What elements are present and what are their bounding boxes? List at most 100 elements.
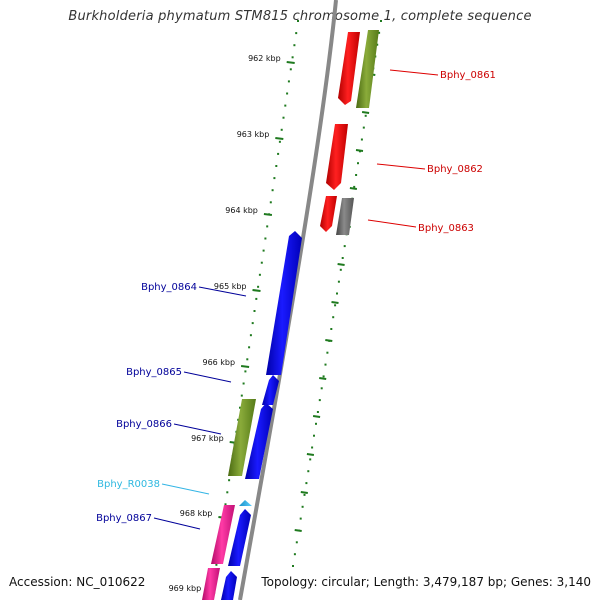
kbp-tick-label: 969 kbp <box>169 584 202 593</box>
gene-pink-lower[interactable] <box>202 568 220 600</box>
gene-label-bphy-0861[interactable]: Bphy_0861 <box>440 70 496 81</box>
guide-dot <box>255 297 258 300</box>
guide-dot <box>286 92 289 95</box>
guide-dot <box>343 245 346 248</box>
guide-dot <box>376 43 379 46</box>
guide-dot <box>297 20 299 22</box>
outer-tick-mark <box>294 529 302 532</box>
genome-summary-text: Topology: circular; Length: 3,479,187 bp… <box>261 575 591 589</box>
guide-dot <box>295 32 298 35</box>
guide-dot <box>311 446 314 449</box>
guide-dot <box>228 479 231 482</box>
guide-dot <box>240 394 243 397</box>
guide-dot <box>251 322 254 325</box>
guide-dot <box>307 470 310 473</box>
guide-dot <box>271 189 274 192</box>
gene-bphy-0867[interactable] <box>211 505 235 564</box>
gene-label-bphy-0865[interactable]: Bphy_0865 <box>126 367 182 378</box>
guide-dot <box>330 328 333 330</box>
guide-dot <box>249 334 252 337</box>
gene-blue-c[interactable] <box>228 509 251 566</box>
guide-dot <box>244 370 247 373</box>
gene-bphy-0861[interactable] <box>338 32 360 105</box>
guide-dot <box>320 387 323 390</box>
gene-gray[interactable] <box>336 198 354 235</box>
outer-tick-mark <box>361 111 370 114</box>
guide-dot <box>293 44 296 47</box>
kbp-tick-label: 964 kbp <box>225 206 258 215</box>
guide-dot <box>334 304 337 307</box>
guide-dot <box>239 406 241 409</box>
guide-dot <box>246 358 249 361</box>
outer-tick-mark <box>306 453 315 456</box>
gene-bphy-0866[interactable] <box>228 399 256 476</box>
guide-dot <box>364 114 367 117</box>
kbp-tick-mark <box>275 137 284 140</box>
gene-bphy-0864[interactable] <box>266 231 302 375</box>
guide-dot <box>324 363 327 366</box>
guide-dot <box>322 375 325 378</box>
guide-dot <box>277 152 280 155</box>
guide-dot <box>305 482 308 485</box>
guide-dot <box>262 249 265 252</box>
guide-dot <box>275 165 278 167</box>
outer-tick-mark <box>312 415 321 418</box>
gene-bphy-0865[interactable] <box>262 375 279 405</box>
kbp-ticks: 962 kbp 963 kbp 964 kbp 965 kbp 966 kbp 967 k… <box>169 54 376 594</box>
guide-dot <box>362 126 365 129</box>
guide-dot <box>316 411 319 413</box>
gene-callouts: Bphy_0861 Bphy_0862 Bphy_0863 Bphy_0864 … <box>96 69 496 530</box>
genome-backbone <box>238 0 338 600</box>
guide-dot <box>336 292 338 295</box>
gene-bphy-0862[interactable] <box>326 124 348 190</box>
kbp-tick-mark <box>240 365 250 368</box>
outer-tick-mark <box>319 377 327 380</box>
guide-dot <box>357 162 359 165</box>
guide-dot <box>278 140 281 143</box>
gene-bphy-r0038[interactable] <box>239 500 252 506</box>
guide-dot <box>353 185 356 188</box>
kbp-tick-mark <box>286 61 295 64</box>
guide-dot <box>287 80 290 83</box>
gene-blue-lower[interactable] <box>221 571 237 600</box>
guide-dot <box>313 434 315 437</box>
guide-dot <box>360 138 363 141</box>
kbp-tick-label: 962 kbp <box>248 54 281 63</box>
guide-dot <box>226 491 229 494</box>
guide-dot <box>303 493 306 496</box>
guide-dot <box>282 116 285 119</box>
gene-label-bphy-r0038[interactable]: Bphy_R0038 <box>97 479 160 490</box>
outer-tick-mark <box>325 339 333 342</box>
guide-dot <box>318 399 321 402</box>
kbp-tick-mark <box>263 213 273 216</box>
guide-dot <box>257 285 260 288</box>
guide-dot <box>326 351 329 354</box>
gene-label-bphy-0863[interactable]: Bphy_0863 <box>418 223 474 234</box>
gene-olive-a[interactable] <box>356 30 379 108</box>
gene-blue-b[interactable] <box>245 403 273 479</box>
guide-dot <box>258 273 261 276</box>
outer-tick-mark <box>349 187 358 190</box>
guide-dot <box>291 56 294 59</box>
guide-dot <box>269 201 272 204</box>
gene-label-bphy-0864[interactable]: Bphy_0864 <box>141 282 197 293</box>
kbp-tick-label: 966 kbp <box>202 358 235 367</box>
gene-label-bphy-0866[interactable]: Bphy_0866 <box>116 419 172 430</box>
guide-dot <box>355 174 358 176</box>
guide-dot <box>315 422 317 425</box>
guide-dot <box>280 128 283 131</box>
guide-dot <box>309 458 312 461</box>
guide-dot <box>253 310 256 312</box>
guide-dot <box>237 418 240 421</box>
kbp-tick-label: 967 kbp <box>191 434 224 443</box>
outer-tick-mark <box>300 491 308 494</box>
guide-dot <box>248 346 251 349</box>
gene-label-bphy-0862[interactable]: Bphy_0862 <box>427 164 483 175</box>
gene-bphy-0863[interactable] <box>320 196 337 232</box>
guide-dot <box>293 553 296 556</box>
gene-features <box>202 30 379 600</box>
kbp-tick-label: 963 kbp <box>237 130 270 139</box>
gene-label-bphy-0867[interactable]: Bphy_0867 <box>96 513 152 524</box>
guide-dot <box>380 20 382 22</box>
